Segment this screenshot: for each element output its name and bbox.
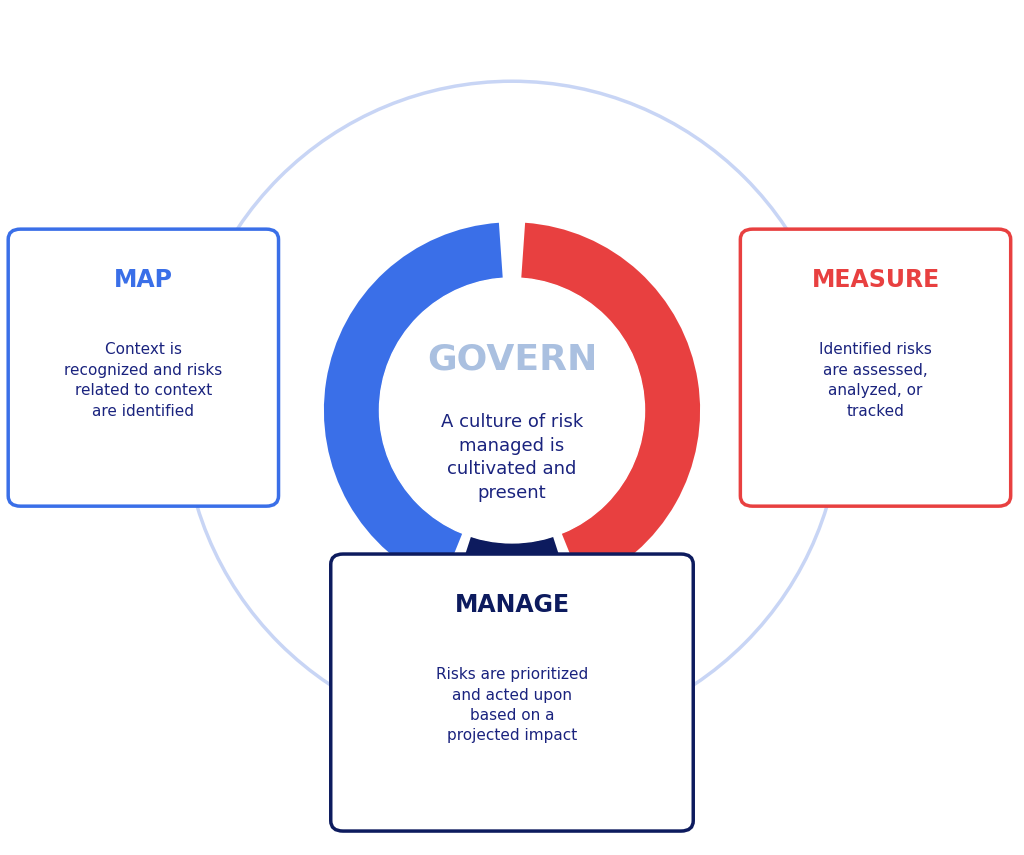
Wedge shape	[324, 223, 503, 585]
Wedge shape	[454, 536, 570, 598]
Wedge shape	[521, 223, 700, 585]
Text: Identified risks
are assessed,
analyzed, or
tracked: Identified risks are assessed, analyzed,…	[819, 342, 932, 419]
Text: GOVERN: GOVERN	[427, 342, 597, 376]
Text: A culture of risk
managed is
cultivated and
present: A culture of risk managed is cultivated …	[441, 413, 583, 502]
Circle shape	[380, 278, 644, 543]
FancyBboxPatch shape	[331, 554, 693, 831]
Text: Risks are prioritized
and acted upon
based on a
projected impact: Risks are prioritized and acted upon bas…	[436, 667, 588, 744]
Text: Context is
recognized and risks
related to context
are identified: Context is recognized and risks related …	[65, 342, 222, 419]
FancyBboxPatch shape	[740, 229, 1011, 506]
Text: MEASURE: MEASURE	[811, 268, 940, 292]
Text: MAP: MAP	[114, 268, 173, 292]
Text: MANAGE: MANAGE	[455, 593, 569, 617]
FancyBboxPatch shape	[8, 229, 279, 506]
